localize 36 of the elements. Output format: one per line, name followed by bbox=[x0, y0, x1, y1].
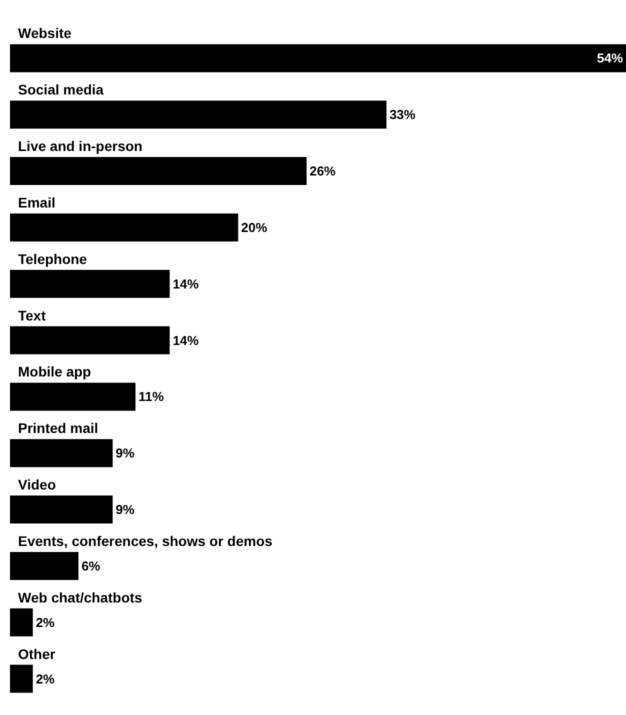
y-tick-label: Printed mail bbox=[18, 420, 98, 436]
y-tick-label: Events, conferences, shows or demos bbox=[18, 532, 273, 549]
y-tick-label: Text bbox=[18, 307, 46, 324]
data-label: 2% bbox=[36, 614, 56, 630]
data-label: 20% bbox=[241, 220, 268, 235]
bar bbox=[10, 382, 136, 411]
y-tick-label: Mobile app bbox=[18, 364, 92, 380]
y-tick-label: Web chat/chatbots bbox=[18, 589, 142, 606]
bar bbox=[10, 439, 113, 468]
bar bbox=[10, 664, 33, 693]
data-label: 2% bbox=[36, 671, 56, 686]
data-label: 33% bbox=[389, 107, 416, 122]
bar bbox=[10, 157, 307, 186]
bar bbox=[10, 100, 386, 129]
data-label: 11% bbox=[138, 389, 164, 404]
data-label: 54% bbox=[596, 50, 624, 66]
bar bbox=[10, 496, 113, 524]
bar bbox=[10, 270, 170, 298]
y-tick-label: Website bbox=[18, 25, 72, 42]
bar bbox=[10, 608, 33, 636]
data-label: 6% bbox=[81, 558, 101, 574]
bar bbox=[10, 44, 626, 72]
y-tick-label: Live and in-person bbox=[18, 138, 142, 154]
data-label: 14% bbox=[172, 332, 200, 348]
y-tick-label: Social media bbox=[18, 82, 104, 98]
bar bbox=[10, 552, 78, 580]
data-label: 14% bbox=[172, 276, 200, 292]
y-tick-label: Video bbox=[18, 476, 56, 493]
bar bbox=[10, 213, 238, 242]
bar bbox=[10, 326, 170, 354]
y-tick-label: Other bbox=[18, 646, 56, 662]
data-label: 9% bbox=[116, 502, 135, 518]
data-label: 9% bbox=[116, 446, 135, 461]
y-tick-label: Email bbox=[18, 194, 56, 210]
y-tick-label: Telephone bbox=[18, 250, 88, 267]
data-label: 26% bbox=[310, 164, 336, 179]
